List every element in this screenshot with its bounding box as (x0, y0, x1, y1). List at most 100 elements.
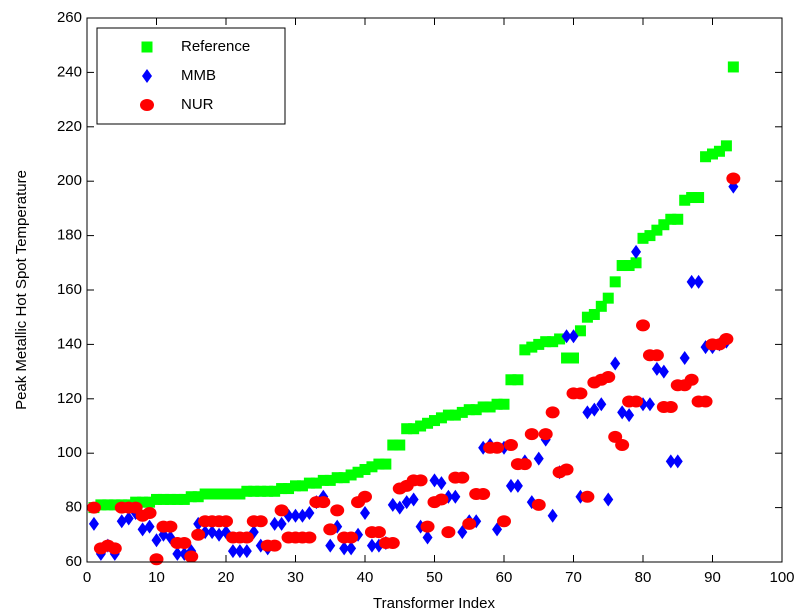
marker-diamond (624, 408, 635, 423)
marker-square (338, 472, 350, 484)
marker-square (658, 219, 670, 231)
marker-circle (719, 332, 734, 345)
marker-square (665, 213, 677, 225)
marker-diamond (387, 497, 398, 512)
marker-circle (358, 490, 372, 503)
marker-square (241, 485, 253, 497)
marker-diamond (693, 274, 704, 289)
marker-diamond (269, 516, 280, 531)
legend: Reference MMB NUR (96, 27, 286, 125)
y-tick-label: 200 (57, 172, 82, 189)
marker-diamond (568, 329, 579, 344)
marker-square (206, 488, 218, 500)
marker-diamond (339, 541, 350, 556)
marker-circle (497, 515, 511, 528)
marker-square (707, 148, 718, 160)
x-tick-label: 10 (148, 569, 165, 586)
marker-square (248, 485, 260, 497)
marker-circle (601, 371, 616, 384)
marker-circle (636, 319, 650, 332)
marker-square (283, 483, 295, 495)
marker-square (373, 458, 385, 470)
marker-diamond (492, 522, 503, 537)
marker-square (526, 341, 538, 353)
marker-square (554, 333, 566, 345)
marker-circle (434, 493, 449, 506)
marker-square (491, 398, 503, 410)
marker-circle (184, 550, 199, 563)
marker-diamond (142, 69, 152, 83)
marker-diamond (672, 454, 683, 469)
marker-square (102, 499, 114, 511)
marker-square (595, 300, 607, 312)
marker-circle (385, 536, 400, 549)
marker-square (387, 439, 399, 451)
marker-square (588, 308, 600, 320)
marker-diamond (297, 508, 308, 523)
marker-square (630, 257, 642, 269)
marker-diamond (290, 508, 301, 523)
marker-square (637, 232, 649, 244)
marker-diamond (276, 516, 287, 531)
marker-square (352, 466, 364, 478)
x-tick-label: 60 (496, 569, 513, 586)
x-tick-label: 80 (635, 569, 652, 586)
marker-diamond (227, 544, 238, 559)
marker-square (296, 480, 308, 492)
marker-square (262, 485, 274, 497)
marker-diamond (631, 244, 642, 259)
marker-circle (239, 531, 254, 544)
marker-square (164, 493, 176, 505)
marker-circle (420, 520, 435, 533)
marker-diamond (617, 405, 628, 420)
y-tick-label: 260 (57, 9, 82, 26)
legend-label: MMB (181, 67, 216, 84)
marker-diamond (401, 495, 412, 510)
marker-square (408, 423, 420, 435)
y-tick-label: 140 (57, 335, 82, 352)
legend-label: Reference (181, 38, 250, 55)
marker-square (484, 401, 496, 413)
marker-square (498, 398, 510, 410)
marker-square (512, 374, 524, 386)
marker-square (616, 260, 628, 272)
marker-diamond (366, 538, 377, 553)
marker-square (303, 477, 315, 489)
x-tick-label: 70 (565, 569, 582, 586)
marker-diamond (144, 519, 155, 534)
marker-circle (163, 520, 178, 533)
marker-square (720, 140, 732, 152)
marker-square (442, 409, 454, 421)
marker-circle (580, 490, 595, 503)
marker-circle (490, 441, 505, 454)
marker-circle (274, 504, 289, 517)
y-tick-label: 120 (57, 390, 82, 407)
marker-square (310, 477, 322, 489)
marker-diamond (346, 541, 357, 556)
marker-square (463, 404, 475, 416)
marker-circle (615, 439, 630, 452)
marker-diamond (686, 274, 697, 289)
marker-square (234, 488, 246, 500)
marker-square (415, 420, 427, 432)
marker-circle (503, 439, 518, 452)
marker-diamond (172, 546, 183, 561)
marker-diamond (394, 500, 405, 515)
marker-circle (316, 496, 331, 509)
marker-diamond (151, 533, 162, 548)
legend-box (96, 27, 286, 125)
marker-square (199, 488, 211, 500)
marker-diamond (360, 506, 370, 521)
marker-square (435, 412, 447, 424)
marker-square (561, 352, 573, 364)
marker-circle (531, 498, 546, 511)
marker-circle (684, 373, 699, 386)
marker-square (449, 409, 461, 421)
marker-square (533, 338, 545, 350)
legend-label: NUR (181, 96, 214, 113)
marker-diamond (408, 492, 419, 507)
marker-diamond (679, 351, 690, 365)
marker-square (679, 194, 691, 206)
marker-square (171, 493, 183, 505)
